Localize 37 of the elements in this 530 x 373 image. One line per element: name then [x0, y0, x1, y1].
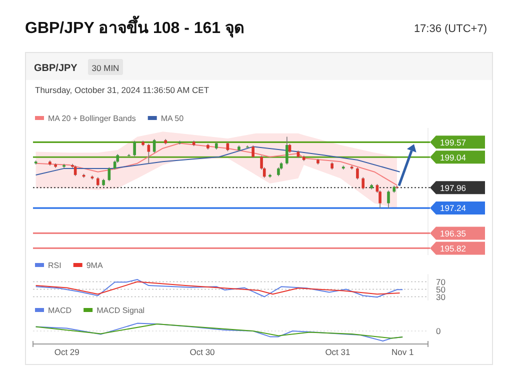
text: GBP/JPY	[34, 63, 78, 74]
ref-line-label: 195.82	[440, 243, 466, 254]
x-tick-label: Oct 30	[190, 347, 216, 357]
x-tick-label: Oct 29	[54, 347, 80, 357]
legend-label: MACD	[48, 306, 72, 315]
legend-label: MA 50	[160, 114, 184, 123]
ref-line-label: 199.04	[440, 152, 466, 162]
y-tick-label: 70	[436, 276, 446, 287]
legend-label: RSI	[48, 261, 62, 270]
candlestick	[252, 145, 254, 158]
ref-line-label: 199.57	[440, 137, 466, 148]
candlestick	[147, 143, 150, 164]
line-series	[35, 279, 404, 298]
candlestick	[133, 140, 136, 157]
ref-line-label: 197.24	[440, 203, 466, 214]
y-tick-label: 50	[436, 284, 446, 294]
candlestick	[286, 136, 288, 165]
candlestick	[356, 166, 359, 180]
chart-title: GBP/JPY อาจขึ้น 108 - 161 จุด	[25, 15, 244, 38]
candlestick	[362, 176, 365, 190]
text: Nov 1	[392, 347, 414, 357]
ref-line-label: 197.96	[440, 182, 466, 193]
candlestick	[288, 143, 292, 154]
candlestick	[387, 190, 390, 209]
y-tick-label: 30	[436, 292, 446, 302]
x-tick-label: Oct 31	[325, 347, 351, 357]
legend-label: MA 20 + Bollinger Bands	[48, 114, 136, 123]
text: 17:36 (UTC+7)	[414, 23, 487, 35]
chart-subtitle: Thursday, October 31, 2024 11:36:50 AM CET	[35, 85, 210, 95]
text: 30 MIN	[92, 63, 120, 73]
ref-line-label: 0	[436, 326, 441, 336]
ref-line-label: 196.35	[440, 228, 466, 238]
legend-label: 9MA	[86, 261, 104, 270]
candlestick	[96, 176, 100, 187]
legend-label: MACD Signal	[96, 306, 145, 315]
line-series	[35, 281, 400, 295]
candlestick	[152, 138, 156, 154]
